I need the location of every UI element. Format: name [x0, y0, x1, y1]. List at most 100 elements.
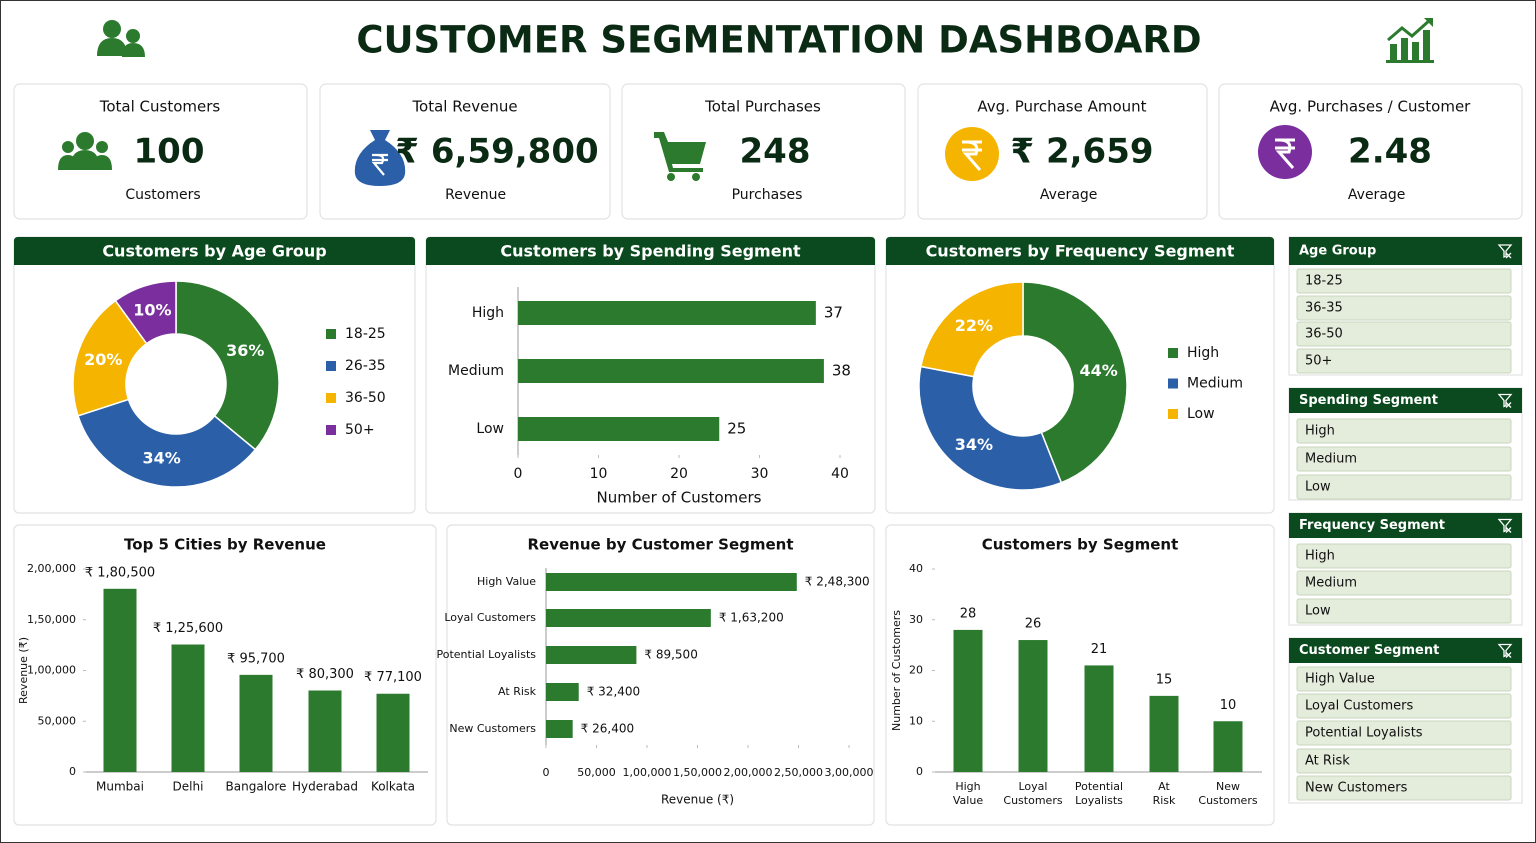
bar	[518, 301, 816, 325]
slicer-item[interactable]	[1296, 598, 1512, 624]
filter-icon[interactable]	[1497, 518, 1513, 533]
legend-label: 26-35	[345, 358, 386, 374]
slicer-item[interactable]	[1296, 720, 1512, 746]
legend-label: 50+	[345, 422, 375, 438]
category-label: At Risk	[498, 685, 537, 698]
kpi-unit: Revenue	[445, 187, 506, 203]
y-tick-label: 10	[909, 714, 923, 727]
pie-slice	[175, 280, 280, 451]
slice-label: 34%	[955, 435, 993, 454]
slicer-item[interactable]	[1296, 693, 1512, 719]
y-tick-label: 2,00,000	[27, 562, 76, 575]
y-tick-label: 0	[916, 765, 923, 778]
kpi-card	[621, 83, 906, 220]
filter-icon[interactable]	[1497, 244, 1513, 259]
kpi-card	[13, 83, 308, 220]
category-label: High Value	[953, 780, 983, 807]
filter-icon[interactable]	[1497, 393, 1513, 408]
legend-label: 18-25	[345, 326, 386, 342]
bar	[1149, 695, 1179, 772]
legend-label: Medium	[1187, 376, 1243, 392]
value-label: 38	[832, 362, 851, 380]
slice-label: 34%	[143, 449, 181, 468]
legend-swatch	[1168, 378, 1178, 389]
slicer-item-label[interactable]: 36-50	[1305, 327, 1343, 342]
slicer-title: Customer Segment	[1299, 643, 1439, 658]
slicer-item[interactable]	[1296, 268, 1512, 294]
value-label: 26	[1025, 617, 1042, 632]
slicer-item[interactable]	[1296, 295, 1512, 321]
slicer-item[interactable]	[1296, 474, 1512, 500]
kpi-value: 248	[740, 132, 811, 172]
kpi-unit: Purchases	[732, 187, 803, 203]
kpi-value: 2.48	[1348, 132, 1432, 172]
filter-icon[interactable]	[1497, 643, 1513, 658]
slicer-item[interactable]	[1296, 321, 1512, 347]
kpi-cart-icon	[654, 132, 706, 181]
category-label: Kolkata	[371, 780, 415, 794]
legend-label: 36-50	[345, 390, 386, 406]
category-label: Potential Loyalists	[1075, 780, 1123, 807]
bar	[1018, 640, 1048, 772]
slicer-item[interactable]	[1296, 775, 1512, 801]
slicer-item[interactable]	[1296, 348, 1512, 374]
category-label: Bangalore	[226, 780, 287, 794]
chart-title: Customers by Segment	[982, 536, 1179, 554]
y-tick-label: 1,50,000	[27, 613, 76, 626]
category-label: High Value	[477, 575, 536, 588]
slicer-item-label[interactable]: At Risk	[1305, 754, 1350, 769]
bar	[103, 588, 137, 772]
category-label: Low	[476, 421, 504, 437]
chart-title: Customers by Spending Segment	[500, 242, 801, 261]
category-label: Potential Loyalists	[437, 648, 537, 661]
kpi-value: ₹ 2,659	[1010, 132, 1153, 172]
chart-panel	[446, 524, 875, 826]
kpi-label: Total Customers	[99, 98, 221, 116]
slicer-item[interactable]	[1296, 418, 1512, 444]
bar	[239, 674, 273, 772]
slicer-item[interactable]	[1296, 666, 1512, 692]
bar	[376, 693, 410, 772]
bar	[546, 720, 573, 738]
kpi-unit: Average	[1040, 187, 1098, 203]
slicer-item-label[interactable]: Low	[1305, 604, 1331, 619]
x-axis-label: Number of Customers	[597, 489, 762, 507]
slicer-item-label[interactable]: New Customers	[1305, 781, 1408, 796]
slicer-item-label[interactable]: 50+	[1305, 354, 1332, 369]
kpi-value: 100	[134, 132, 205, 172]
value-label: ₹ 2,48,300	[805, 575, 870, 589]
x-tick-label: 0	[514, 466, 523, 482]
slicer-item-label[interactable]: High	[1305, 549, 1335, 564]
value-label: 25	[727, 420, 746, 438]
bar	[546, 683, 579, 701]
slicer-item[interactable]	[1296, 543, 1512, 569]
slicer-item-label[interactable]: Loyal Customers	[1305, 699, 1414, 714]
x-tick-label: 10	[590, 466, 608, 482]
slicer-item-label[interactable]: High Value	[1305, 672, 1375, 687]
bar	[518, 417, 720, 441]
kpi-avg-purchases-icon	[1258, 125, 1312, 179]
slicer-item-label[interactable]: 18-25	[1305, 274, 1343, 289]
category-label: At Risk	[1153, 780, 1176, 807]
slicer-item[interactable]	[1296, 446, 1512, 472]
slicer-item-label[interactable]: Medium	[1305, 452, 1357, 467]
value-label: ₹ 1,80,500	[85, 565, 155, 580]
slicer-item[interactable]	[1296, 748, 1512, 774]
slicer-item[interactable]	[1296, 570, 1512, 596]
slicer-item-label[interactable]: Medium	[1305, 576, 1357, 591]
kpi-value: ₹ 6,59,800	[395, 132, 598, 172]
bar	[546, 646, 637, 664]
value-label: ₹ 89,500	[644, 648, 697, 662]
x-tick-label: 40	[831, 466, 849, 482]
slicer-item-label[interactable]: Low	[1305, 480, 1331, 495]
value-label: ₹ 26,400	[581, 722, 634, 736]
kpi-card	[319, 83, 611, 220]
slicer-item-label[interactable]: 36-35	[1305, 301, 1343, 316]
panel-header	[14, 237, 415, 265]
slicer-item-label[interactable]: High	[1305, 424, 1335, 439]
x-tick-label: 30	[751, 466, 769, 482]
slicer-item-label[interactable]: Potential Loyalists	[1305, 726, 1423, 741]
bar	[546, 573, 797, 591]
kpi-label: Avg. Purchase Amount	[977, 98, 1146, 116]
